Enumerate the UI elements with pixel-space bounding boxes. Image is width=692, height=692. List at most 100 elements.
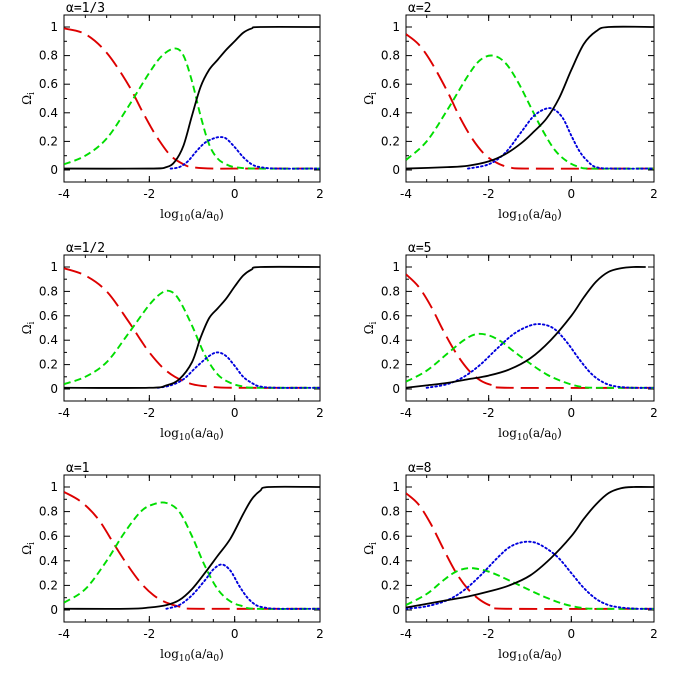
y-axis-label-main: Ω bbox=[362, 95, 376, 105]
series-line-black-solid bbox=[406, 25, 654, 170]
x-axis-label-suffix: ) bbox=[219, 647, 224, 661]
x-tick-label: -2 bbox=[483, 187, 495, 201]
y-tick-label: 0.4 bbox=[39, 554, 58, 568]
x-tick-label: 2 bbox=[316, 187, 324, 201]
panel-title: α=8 bbox=[408, 461, 431, 476]
x-axis-label-base: 10 bbox=[517, 433, 529, 443]
x-axis-label-prefix: log bbox=[160, 647, 179, 661]
y-axis-label-sub: i bbox=[27, 92, 37, 95]
x-axis-label-base: 10 bbox=[517, 654, 529, 664]
y-axis-label: Ωi bbox=[20, 321, 37, 334]
x-tick-label: -4 bbox=[58, 187, 70, 201]
x-axis-label: log10(a/a0) bbox=[498, 426, 562, 443]
x-axis-label-base: 10 bbox=[179, 214, 191, 224]
y-tick-label: 0.2 bbox=[39, 134, 58, 148]
series-line-red-long-dash bbox=[406, 492, 654, 610]
y-axis-label-main: Ω bbox=[20, 95, 34, 105]
y-tick-label: 1 bbox=[392, 260, 400, 274]
x-tick-label: 2 bbox=[316, 627, 324, 641]
y-tick-label: 0.2 bbox=[381, 578, 400, 592]
y-tick-label: 0.6 bbox=[381, 77, 400, 91]
plot-frame bbox=[405, 14, 655, 183]
plot-frame bbox=[63, 254, 321, 402]
x-tick-label: -4 bbox=[58, 406, 70, 420]
y-tick-label: 0.4 bbox=[39, 333, 58, 347]
y-tick-label: 1 bbox=[392, 20, 400, 34]
y-tick-label: 0.8 bbox=[39, 284, 58, 298]
x-tick-label: -2 bbox=[143, 187, 155, 201]
y-axis-label-main: Ω bbox=[20, 545, 34, 555]
plot-frame bbox=[63, 474, 321, 623]
series-line-red-long-dash bbox=[64, 267, 320, 389]
x-tick-label: 0 bbox=[231, 406, 239, 420]
x-axis-label: log10(a/a0) bbox=[498, 647, 562, 664]
series-line-black-solid bbox=[64, 265, 320, 389]
series-line-green-short-dash bbox=[64, 47, 320, 170]
x-axis-label-prefix: log bbox=[498, 207, 517, 221]
x-tick-label: 2 bbox=[316, 406, 324, 420]
x-tick-label: 2 bbox=[650, 187, 658, 201]
x-axis-label: log10(a/a0) bbox=[160, 426, 224, 443]
series-line-black-solid bbox=[64, 485, 320, 610]
panel-title: α=1 bbox=[66, 461, 89, 476]
y-axis-label-main: Ω bbox=[362, 545, 376, 555]
x-tick-label: 0 bbox=[568, 406, 576, 420]
series-line-blue-dotted bbox=[425, 323, 654, 389]
x-axis-label-suffix: ) bbox=[557, 426, 562, 440]
x-axis-label-base: 10 bbox=[517, 214, 529, 224]
y-tick-label: 0 bbox=[50, 382, 58, 396]
panel-title: α=1/3 bbox=[66, 1, 105, 16]
y-axis-label: Ωi bbox=[20, 92, 37, 105]
y-tick-label: 0.8 bbox=[381, 284, 400, 298]
x-tick-label: -2 bbox=[143, 406, 155, 420]
y-tick-label: 0.8 bbox=[39, 505, 58, 519]
x-tick-label: 0 bbox=[568, 187, 576, 201]
x-axis-label-body: (a/a bbox=[190, 207, 213, 221]
x-tick-label: 2 bbox=[650, 627, 658, 641]
x-tick-label: -4 bbox=[58, 627, 70, 641]
x-tick-label: 0 bbox=[568, 627, 576, 641]
y-axis-label-sub: i bbox=[369, 92, 379, 95]
x-axis-label-body: (a/a bbox=[528, 426, 551, 440]
y-tick-label: 0 bbox=[50, 603, 58, 617]
x-axis-label-suffix: ) bbox=[219, 207, 224, 221]
x-axis-label-sub: 0 bbox=[551, 214, 557, 224]
x-axis-label: log10(a/a0) bbox=[498, 207, 562, 224]
series-line-red-long-dash bbox=[64, 27, 320, 170]
panel-title: α=2 bbox=[408, 1, 431, 16]
y-tick-label: 0.6 bbox=[39, 529, 58, 543]
x-axis-label-body: (a/a bbox=[528, 207, 551, 221]
x-axis-label-body: (a/a bbox=[190, 647, 213, 661]
x-axis-label-suffix: ) bbox=[557, 207, 562, 221]
x-axis-label-base: 10 bbox=[179, 433, 191, 443]
y-tick-label: 0.8 bbox=[39, 49, 58, 63]
y-tick-label: 0.2 bbox=[381, 134, 400, 148]
series-line-black-solid bbox=[406, 486, 654, 609]
series-line-green-short-dash bbox=[64, 501, 320, 610]
y-axis-label-sub: i bbox=[369, 542, 379, 545]
series-line-black-solid bbox=[64, 25, 320, 170]
y-tick-label: 0.8 bbox=[381, 49, 400, 63]
x-axis-label-sub: 0 bbox=[213, 214, 219, 224]
y-tick-label: 0.4 bbox=[381, 554, 400, 568]
y-axis-label-sub: i bbox=[27, 321, 37, 324]
x-axis-label-suffix: ) bbox=[219, 426, 224, 440]
series-line-black-solid bbox=[406, 266, 646, 389]
x-axis-label-sub: 0 bbox=[213, 433, 219, 443]
y-tick-label: 1 bbox=[50, 480, 58, 494]
y-tick-label: 0.4 bbox=[381, 333, 400, 347]
y-tick-label: 0 bbox=[392, 163, 400, 177]
series-line-green-short-dash bbox=[406, 54, 654, 170]
x-axis-label-body: (a/a bbox=[528, 647, 551, 661]
y-axis-label: Ωi bbox=[362, 92, 379, 105]
x-axis-label-prefix: log bbox=[160, 426, 179, 440]
y-tick-label: 0 bbox=[392, 603, 400, 617]
x-axis-label-prefix: log bbox=[498, 647, 517, 661]
series-line-red-long-dash bbox=[406, 33, 654, 170]
